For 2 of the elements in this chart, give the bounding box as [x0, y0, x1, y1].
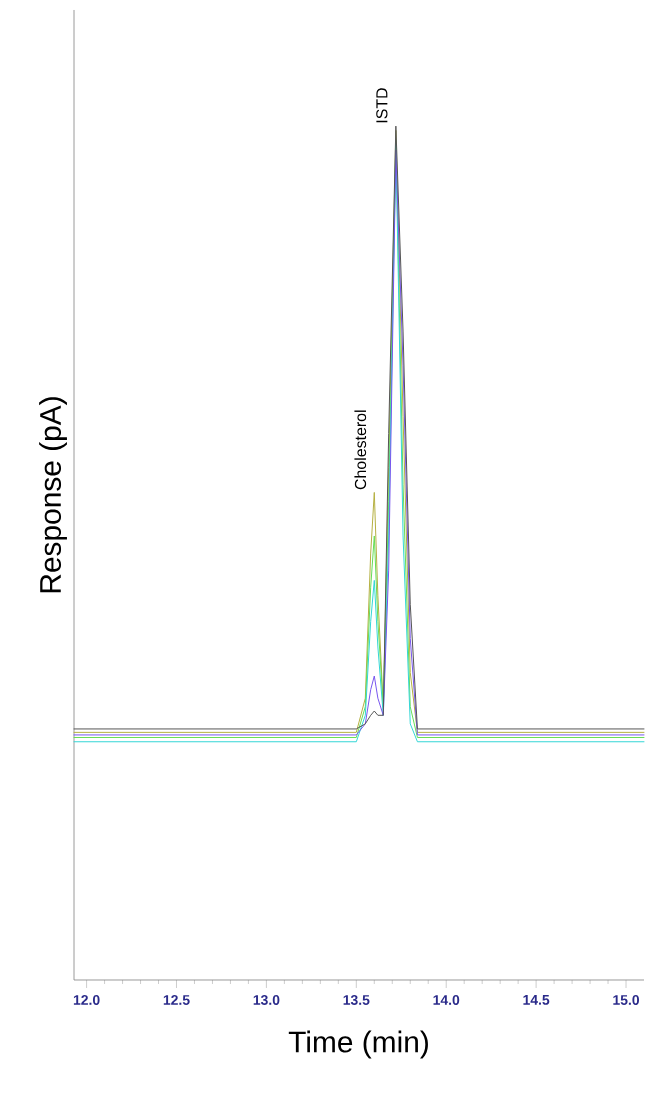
x-axis-title: Time (min): [288, 1030, 428, 1059]
y-axis-title: Response (pA): [39, 397, 67, 593]
